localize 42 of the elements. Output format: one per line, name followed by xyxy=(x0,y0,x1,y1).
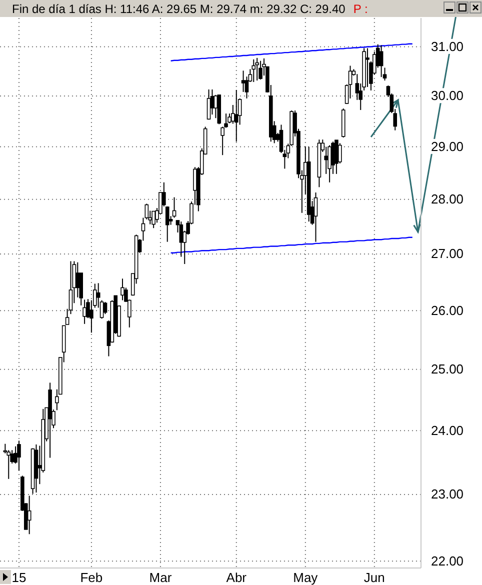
candlestick xyxy=(27,495,32,535)
x-tick-label: Abr xyxy=(226,570,248,585)
y-tick-label: 25.00 xyxy=(431,362,464,377)
candlestick xyxy=(324,146,328,174)
candlestick xyxy=(252,58,256,83)
x-tick-label: Mar xyxy=(149,570,172,585)
y-tick-label: 30.00 xyxy=(431,88,464,104)
y-tick-label: 31.00 xyxy=(431,38,464,54)
candlestick xyxy=(82,299,86,324)
x-tick-label: 15 xyxy=(12,570,26,585)
candlestick xyxy=(210,88,214,116)
text: P : xyxy=(353,2,368,16)
candlestick xyxy=(366,48,370,88)
candlestick xyxy=(68,260,73,315)
candlestick xyxy=(241,70,246,92)
candlestick xyxy=(328,144,332,183)
candlestick xyxy=(17,440,21,472)
y-tick-label: 23.00 xyxy=(431,486,464,502)
x-tick-label: Feb xyxy=(80,570,103,585)
chart-title: Fin de día 1 días H: 11:46 A: 29.65 M: 29.74 m: 29.32 C: 29.40 xyxy=(12,2,346,16)
x-tick-label: Jun xyxy=(364,570,385,585)
x-tick-label: May xyxy=(293,570,318,585)
y-tick-label: 22.00 xyxy=(431,553,464,568)
line-series xyxy=(170,236,413,254)
candlestick xyxy=(234,89,238,142)
y-tick-label: 24.00 xyxy=(431,422,464,438)
y-tick-label: 26.00 xyxy=(431,302,464,318)
candlestick xyxy=(120,278,124,301)
candlestick xyxy=(152,210,156,229)
y-tick-label: 29.00 xyxy=(431,138,464,154)
candlestick xyxy=(76,262,80,298)
y-tick-label: 27.00 xyxy=(431,246,464,262)
candlestick xyxy=(334,140,338,174)
candlestick xyxy=(379,44,384,78)
candlestick xyxy=(206,88,211,120)
candlestick xyxy=(338,142,342,164)
candlestick xyxy=(258,60,262,80)
candlestick xyxy=(255,57,259,82)
candlestick xyxy=(314,192,318,242)
line-series xyxy=(170,43,413,62)
candlestick xyxy=(103,301,108,315)
y-tick-label: 28.00 xyxy=(431,192,464,207)
